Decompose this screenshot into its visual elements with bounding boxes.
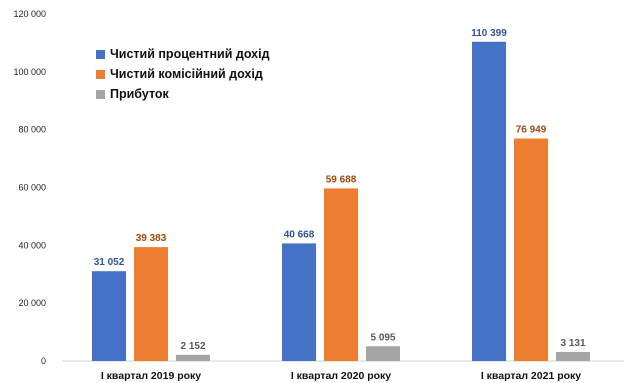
- y-tick-label: 100 000: [13, 67, 46, 77]
- category-label-2021: I квартал 2021 року: [481, 370, 581, 382]
- bar-profit-2020: [366, 346, 400, 361]
- bar-net-commission-income-2021: [514, 138, 548, 361]
- data-label-profit-2020: 5 095: [370, 332, 395, 343]
- bars-group: [92, 41, 590, 362]
- category-labels-group: I квартал 2019 року I квартал 2020 року I …: [101, 370, 581, 382]
- bar-net-interest-income-2021: [472, 41, 506, 362]
- y-tick-label: 60 000: [18, 183, 46, 193]
- legend-label-profit: Прибуток: [110, 87, 169, 101]
- bar-net-commission-income-2020: [324, 188, 358, 361]
- y-tick-label: 20 000: [18, 298, 46, 308]
- data-label-net-commission-income-2021: 76 949: [516, 124, 547, 135]
- legend-item-net-commission-income: Чистий комісійний дохід: [96, 64, 270, 84]
- data-labels-group: 31 052 39 383 2 152 40 668 59 688 5 095 110 39…: [94, 28, 586, 352]
- data-label-profit-2019: 2 152: [180, 341, 205, 352]
- legend-swatch-net-interest-income: [96, 49, 105, 59]
- bar-profit-2021: [556, 351, 590, 361]
- data-label-net-commission-income-2020: 59 688: [326, 174, 357, 185]
- bar-profit-2019: [176, 354, 210, 361]
- legend: Чистий процентний дохід Чистий комісійни…: [96, 44, 270, 104]
- data-label-net-interest-income-2020: 40 668: [284, 229, 315, 240]
- bar-net-interest-income-2019: [92, 271, 126, 361]
- legend-label-net-commission-income: Чистий комісійний дохід: [110, 67, 263, 81]
- legend-label-net-interest-income: Чистий процентний дохід: [110, 47, 270, 61]
- bar-net-commission-income-2019: [134, 247, 168, 361]
- category-label-2020: I квартал 2020 року: [291, 370, 391, 382]
- legend-swatch-net-commission-income: [96, 69, 105, 79]
- data-label-net-interest-income-2019: 31 052: [94, 257, 125, 268]
- bar-net-interest-income-2020: [282, 243, 316, 361]
- legend-swatch-profit: [96, 89, 105, 99]
- y-axis: 0 20 000 40 000 60 000 80 000 100 000 120 000: [13, 9, 46, 366]
- y-tick-label: 120 000: [13, 9, 46, 19]
- legend-item-net-interest-income: Чистий процентний дохід: [96, 44, 270, 64]
- y-tick-label: 80 000: [18, 125, 46, 135]
- legend-item-profit: Прибуток: [96, 84, 270, 104]
- data-label-net-interest-income-2021: 110 399: [471, 28, 507, 39]
- data-label-profit-2021: 3 131: [560, 338, 585, 349]
- category-label-2019: I квартал 2019 року: [101, 370, 201, 382]
- y-tick-label: 0: [41, 356, 46, 366]
- data-label-net-commission-income-2019: 39 383: [136, 233, 167, 244]
- y-tick-label: 40 000: [18, 240, 46, 250]
